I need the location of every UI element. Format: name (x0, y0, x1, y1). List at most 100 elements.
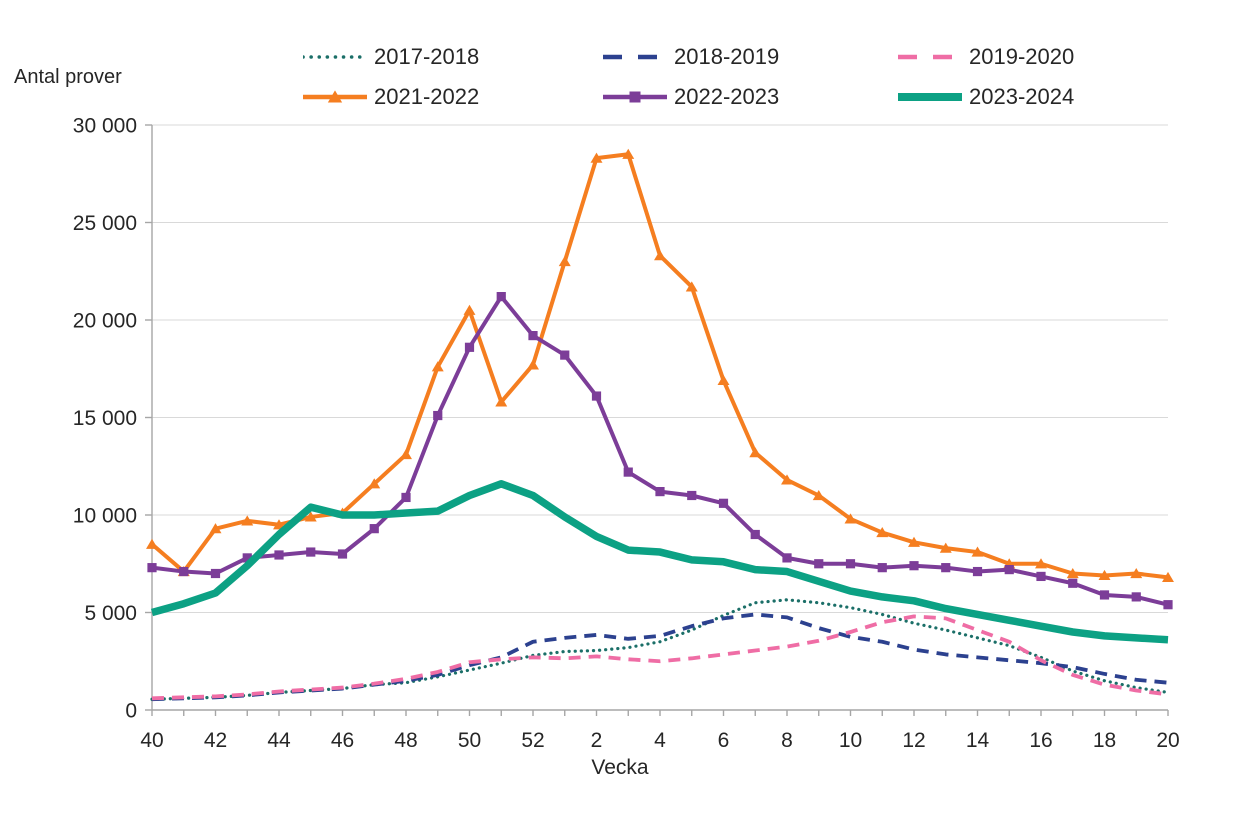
legend-label: 2023-2024 (969, 84, 1075, 109)
series-marker-2021-2022 (876, 527, 889, 538)
series-marker-2022-2023 (718, 498, 729, 508)
series-marker-2022-2023 (845, 559, 856, 569)
x-axis-title: Vecka (591, 756, 649, 779)
y-tick-label: 10 000 (73, 505, 137, 528)
series-marker-2022-2023 (814, 559, 824, 569)
series-marker-2021-2022 (622, 148, 635, 159)
series-marker-2022-2023 (909, 561, 919, 571)
series-marker-2021-2022 (939, 542, 952, 553)
legend-swatch-dotted-line (303, 55, 367, 59)
x-tick-label: 10 (839, 729, 862, 752)
series-marker-2022-2023 (687, 490, 697, 501)
legend-swatch-square-line (603, 91, 667, 103)
series-marker-2022-2023 (464, 342, 475, 352)
series-marker-2021-2022 (971, 546, 984, 557)
series-marker-2021-2022 (431, 361, 444, 372)
series-marker-2021-2022 (685, 281, 698, 292)
series-marker-2022-2023 (1068, 578, 1078, 588)
legend-swatch-thick-line (898, 93, 962, 101)
x-tick-label: 8 (781, 729, 793, 752)
legend-marker (629, 91, 641, 103)
series-marker-2022-2023 (401, 492, 411, 503)
legend-label: 2017-2018 (374, 44, 480, 69)
legend-label: 2021-2022 (374, 84, 480, 109)
series-marker-2021-2022 (1130, 567, 1143, 579)
x-tick-label: 6 (718, 729, 730, 752)
series-marker-2022-2023 (1099, 590, 1110, 600)
series-marker-2021-2022 (654, 250, 666, 261)
y-tick-label: 20 000 (73, 310, 137, 333)
series-marker-2022-2023 (274, 550, 284, 560)
x-tick-label: 16 (1029, 729, 1052, 752)
legend-item-2021-2022: 2021-2022 (303, 84, 479, 110)
series-marker-2022-2023 (1036, 571, 1046, 582)
x-tick-label: 12 (902, 729, 925, 752)
series-marker-2021-2022 (1066, 567, 1079, 579)
series-marker-2022-2023 (306, 547, 316, 557)
series-marker-2021-2022 (209, 523, 222, 534)
series-marker-2021-2022 (527, 359, 539, 370)
series-marker-2022-2023 (496, 292, 506, 302)
legend-swatch-triangle-line (303, 90, 367, 103)
x-tick-label: 40 (140, 729, 163, 752)
series-marker-2022-2023 (941, 563, 951, 573)
y-tick-label: 0 (125, 700, 137, 723)
series-marker-2021-2022 (146, 538, 158, 549)
series-marker-2021-2022 (781, 474, 793, 485)
series-marker-2022-2023 (210, 568, 221, 579)
x-tick-label: 14 (966, 729, 990, 752)
x-tick-label: 46 (331, 729, 354, 752)
series-marker-2022-2023 (877, 563, 887, 573)
legend-label: 2018-2019 (674, 44, 780, 69)
series-marker-2022-2023 (1004, 565, 1014, 575)
y-tick-label: 25 000 (73, 212, 137, 235)
series-marker-2022-2023 (591, 391, 602, 401)
series-marker-2022-2023 (972, 566, 983, 577)
x-tick-label: 52 (521, 729, 544, 752)
series-marker-2021-2022 (1098, 569, 1111, 581)
series-marker-2021-2022 (368, 478, 381, 489)
x-tick-label: 42 (204, 729, 227, 752)
series-marker-2021-2022 (304, 511, 317, 522)
x-tick-label: 20 (1156, 729, 1179, 752)
legend-item-2017-2018: 2017-2018 (303, 44, 479, 70)
series-marker-2021-2022 (273, 519, 285, 530)
series-line-2018-2019 (151, 612, 1169, 702)
series-marker-2021-2022 (495, 396, 508, 407)
y-tick-label: 5 000 (84, 602, 137, 625)
x-tick-label: 4 (654, 729, 666, 752)
series-marker-2022-2023 (750, 529, 760, 540)
series-marker-2021-2022 (1162, 571, 1174, 582)
legend-label: 2022-2023 (674, 84, 780, 109)
legend-label: 2019-2020 (969, 44, 1075, 69)
series-marker-2021-2022 (908, 536, 920, 547)
y-tick-label: 15 000 (73, 407, 137, 430)
series-marker-2022-2023 (179, 566, 189, 577)
x-tick-label: 18 (1093, 729, 1116, 752)
y-tick-label: 30 000 (73, 115, 137, 138)
series-marker-2022-2023 (1131, 592, 1141, 602)
series-marker-2022-2023 (242, 553, 252, 563)
series-marker-2021-2022 (558, 255, 571, 267)
series-line-2017-2018 (150, 598, 1170, 701)
legend-swatch-dashed-line (603, 54, 667, 60)
y-axis-title: Antal prover (14, 66, 122, 88)
x-tick-label: 2 (591, 729, 603, 752)
series-marker-2021-2022 (749, 447, 762, 458)
series-line-2019-2020 (151, 614, 1169, 701)
series-marker-2022-2023 (782, 553, 792, 563)
series-marker-2022-2023 (560, 350, 570, 360)
series-marker-2022-2023 (655, 487, 665, 497)
series-marker-2021-2022 (844, 513, 857, 524)
legend-item-2023-2024: 2023-2024 (898, 84, 1074, 110)
x-tick-label: 48 (394, 729, 417, 752)
series-marker-2021-2022 (717, 374, 730, 386)
series-marker-2021-2022 (590, 152, 603, 163)
series-marker-2022-2023 (337, 549, 348, 559)
series-marker-2022-2023 (147, 563, 157, 573)
series-marker-2021-2022 (241, 515, 254, 526)
series-marker-2021-2022 (400, 449, 412, 460)
series-marker-2022-2023 (433, 410, 443, 421)
